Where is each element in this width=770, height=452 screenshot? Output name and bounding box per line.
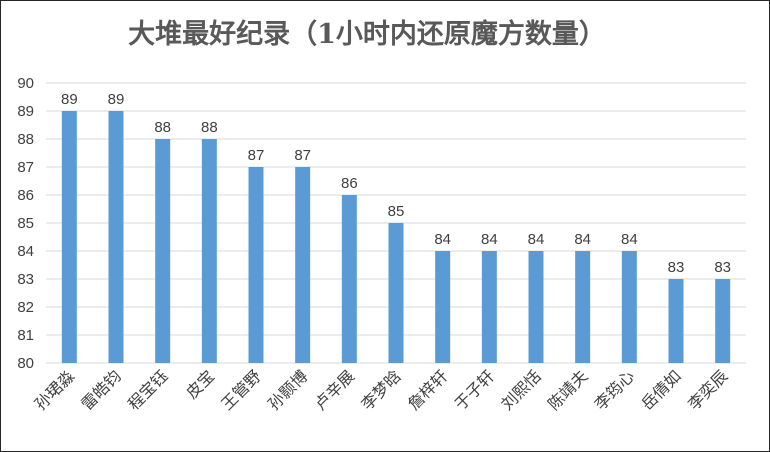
- y-tick-label-85: 85: [17, 215, 34, 232]
- data-label-卢辛展: 86: [341, 175, 358, 192]
- y-tick-label-90: 90: [17, 75, 34, 92]
- y-tick-label-86: 86: [17, 187, 34, 204]
- bar-雷皓钧: [108, 111, 124, 363]
- bars: [61, 111, 731, 363]
- x-tick-label-王管野: 王管野: [217, 366, 264, 413]
- x-tick-label-孙颢博: 孙颢博: [264, 366, 311, 413]
- chart-title: 大堆最好纪录（1小时内还原魔方数量）: [128, 18, 606, 50]
- bar-于子轩: [481, 251, 497, 363]
- x-tick-label-李奕辰: 李奕辰: [684, 366, 731, 413]
- bar-程宝钰: [155, 139, 171, 363]
- y-tick-label-84: 84: [17, 243, 34, 260]
- y-tick-label-80: 80: [17, 355, 34, 372]
- bar-李筠心: [621, 251, 637, 363]
- data-label-程宝钰: 88: [154, 119, 171, 136]
- data-label-雷皓钧: 89: [108, 91, 125, 108]
- y-tick-label-89: 89: [17, 103, 34, 120]
- bar-皮宝: [201, 139, 217, 363]
- bar-陈靖夫: [575, 251, 591, 363]
- x-tick-label-卢辛展: 卢辛展: [311, 366, 358, 413]
- data-label-陈靖夫: 84: [574, 231, 591, 248]
- x-tick-label-岳倩如: 岳倩如: [637, 366, 684, 413]
- data-label-李筠心: 84: [621, 231, 638, 248]
- bar-王管野: [248, 167, 264, 363]
- x-tick-label-程宝钰: 程宝钰: [124, 366, 171, 413]
- bar-孙颢博: [295, 167, 311, 363]
- data-label-李奕辰: 83: [714, 259, 731, 276]
- data-label-岳倩如: 83: [668, 259, 685, 276]
- x-tick-label-李梦晗: 李梦晗: [357, 366, 404, 413]
- data-labels: 89 89 88 88 87 87 86 85 84 84 84 84 84 83 83: [61, 91, 731, 276]
- bar-岳倩如: [668, 279, 684, 363]
- y-tick-label-87: 87: [17, 159, 34, 176]
- x-tick-label-陈靖夫: 陈靖夫: [544, 366, 591, 413]
- data-label-孙颢博: 87: [294, 147, 311, 164]
- data-label-李梦晗: 85: [388, 203, 405, 220]
- data-label-于子轩: 84: [481, 231, 498, 248]
- y-tick-label-82: 82: [17, 299, 34, 316]
- data-label-詹梓轩: 84: [434, 231, 451, 248]
- bar-李梦晗: [388, 223, 404, 363]
- data-label-皮宝: 88: [201, 119, 218, 136]
- x-tick-label-孙珺淼: 孙珺淼: [31, 366, 78, 413]
- x-tick-label-皮宝: 皮宝: [182, 366, 218, 402]
- x-tick-label-雷皓钧: 雷皓钧: [77, 366, 124, 413]
- x-axis-tick-labels: 孙珺淼 雷皓钧 程宝钰 皮宝 王管野 孙颢博 卢辛展 李梦晗 詹梓轩 于子轩 刘熙恬 陈靖夫 李筠心 岳倩…: [31, 366, 732, 413]
- bar-卢辛展: [341, 195, 357, 363]
- y-tick-label-81: 81: [17, 327, 34, 344]
- bar-刘熙恬: [528, 251, 544, 363]
- y-axis-tick-labels: 80 81 82 83 84 85 86 87 88 89 90: [17, 75, 34, 372]
- x-tick-label-李筠心: 李筠心: [591, 366, 638, 413]
- bar-孙珺淼: [61, 111, 77, 363]
- data-label-王管野: 87: [248, 147, 265, 164]
- x-tick-label-刘熙恬: 刘熙恬: [497, 366, 544, 413]
- bar-李奕辰: [715, 279, 731, 363]
- x-tick-label-詹梓轩: 詹梓轩: [404, 366, 451, 413]
- y-tick-label-83: 83: [17, 271, 34, 288]
- bar-詹梓轩: [435, 251, 451, 363]
- data-label-孙珺淼: 89: [61, 91, 78, 108]
- y-tick-label-88: 88: [17, 131, 34, 148]
- x-tick-label-于子轩: 于子轩: [451, 366, 498, 413]
- data-label-刘熙恬: 84: [528, 231, 545, 248]
